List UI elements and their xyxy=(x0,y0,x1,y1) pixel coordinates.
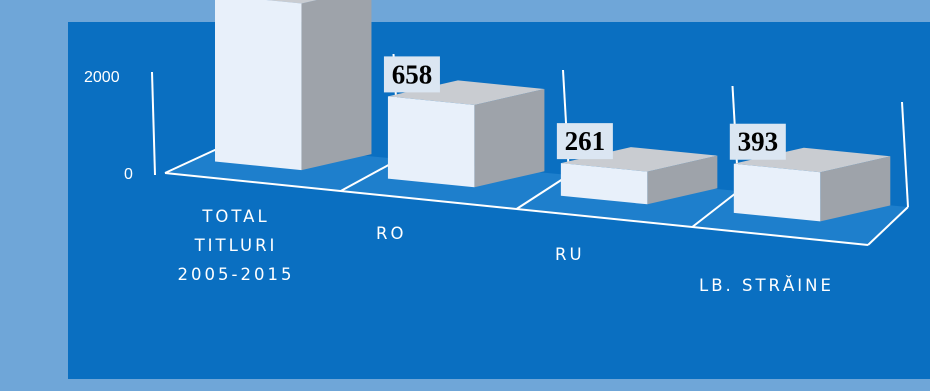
bar-top-2 xyxy=(560,147,718,172)
floor-divider-2 xyxy=(515,174,570,210)
category-label-ro: RO xyxy=(376,224,406,243)
data-label-box-1 xyxy=(383,56,440,93)
bar-side-3 xyxy=(820,156,891,222)
data-label-3: 393 xyxy=(738,127,779,157)
y-tick-label-2000: 2000 xyxy=(84,69,120,86)
y-axis-line xyxy=(151,71,156,176)
category-label-total-line2: TITLURI xyxy=(194,236,278,255)
bar-side-2 xyxy=(647,155,718,205)
chart-floor xyxy=(165,143,908,245)
category-label-total-line1: TOTAL xyxy=(201,207,269,226)
category-label-ru: RU xyxy=(555,245,585,264)
data-label-box-2 xyxy=(556,123,613,160)
y-tick-label-0: 0 xyxy=(124,166,133,183)
data-label-2: 261 xyxy=(565,126,606,156)
data-label-box-3 xyxy=(729,123,786,160)
bar-top-1 xyxy=(387,80,545,105)
bar-3 xyxy=(733,163,821,222)
bar-2 xyxy=(560,163,648,205)
category-label-total-line3: 2005-2015 xyxy=(178,265,295,284)
bar-top-0 xyxy=(266,0,317,4)
floor-front-edge xyxy=(164,172,869,246)
bar-1 xyxy=(387,96,475,188)
floor-divider-3 xyxy=(691,190,740,228)
data-label-1: 658 xyxy=(392,59,433,89)
bar-0 xyxy=(215,0,302,171)
bar-side-0 xyxy=(301,0,372,171)
wall-gridline-4 xyxy=(901,101,909,208)
floor-divider-4 xyxy=(867,206,909,246)
bar-top-3 xyxy=(733,147,891,173)
bar-side-1 xyxy=(474,88,545,188)
category-label-lb-straine: LB. STRĂINE xyxy=(699,276,834,295)
